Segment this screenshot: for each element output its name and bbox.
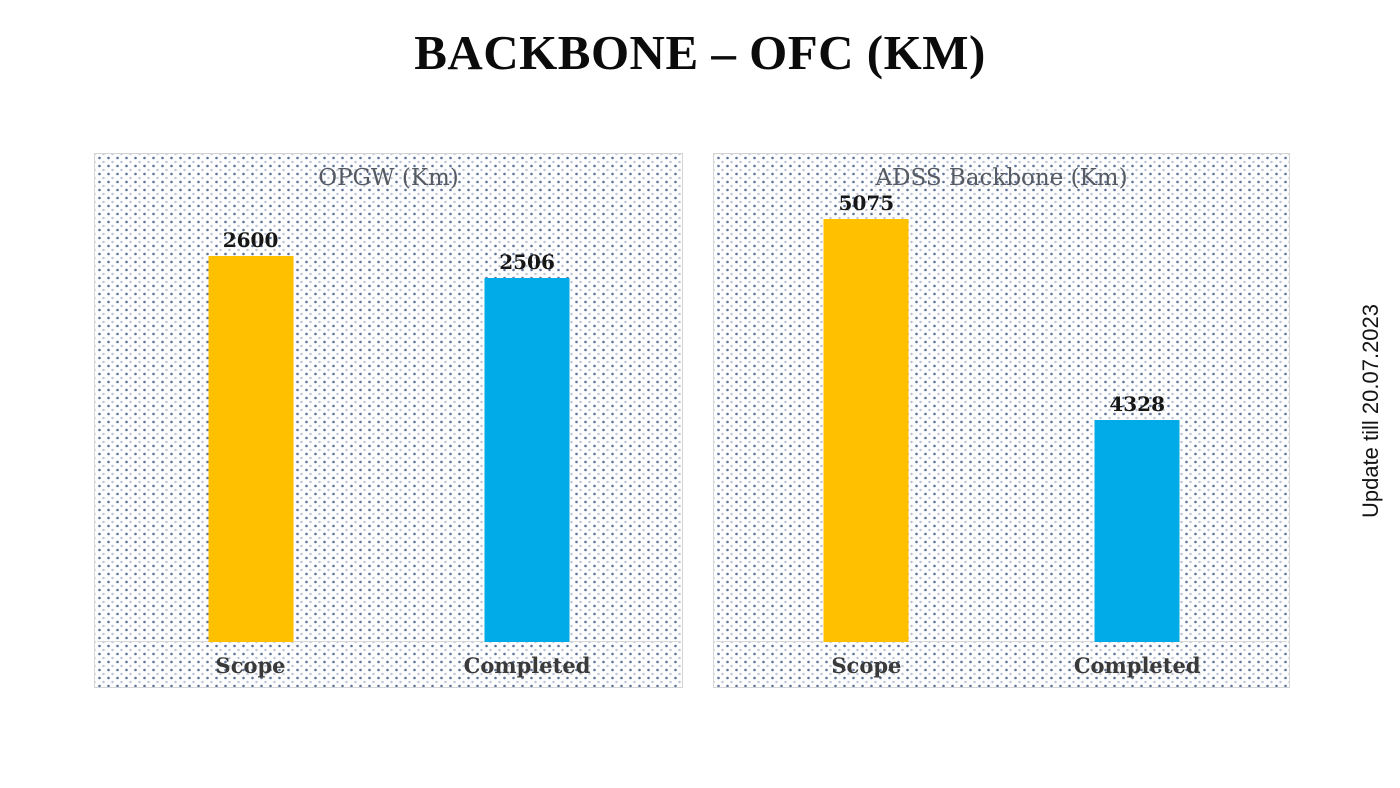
bar-opgw-scope: 2600: [208, 228, 294, 642]
bar-opgw-completed: 2506: [484, 250, 570, 642]
bar-value-label: 2506: [499, 250, 555, 275]
update-date-note: Update till 20.07.2023: [1358, 303, 1383, 519]
chart-opgw-panel: OPGW (Km) 2600 2506 Scope Completed: [94, 153, 683, 688]
x-axis-line: [97, 641, 680, 642]
bar-value-label: 2600: [222, 227, 279, 252]
category-label-completed: Completed: [1073, 653, 1201, 678]
chart-opgw-title: OPGW (Km): [318, 165, 459, 191]
chart-adss-title: ADSS Backbone (Km): [875, 165, 1128, 191]
bar-value-label: 4328: [1109, 391, 1166, 416]
category-label-completed: Completed: [463, 653, 591, 678]
bar-adss-scope: 5075: [823, 191, 909, 642]
category-label-scope: Scope: [215, 653, 286, 678]
page-title: BACKBONE – OFC (KM): [414, 25, 986, 80]
x-axis-line: [716, 641, 1287, 642]
category-label-scope: Scope: [831, 653, 902, 678]
bar-value-label: 5075: [838, 191, 895, 216]
bar-adss-completed: 4328: [1094, 392, 1180, 642]
chart-adss-panel: ADSS Backbone (Km) 5075 4328 Scope Compl…: [713, 153, 1290, 688]
